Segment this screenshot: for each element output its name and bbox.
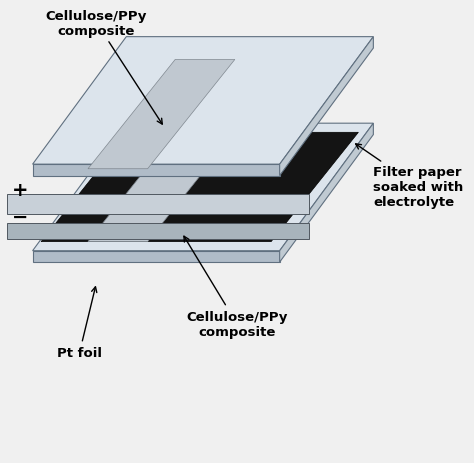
Text: Pt foil: Pt foil (57, 287, 102, 360)
Text: −: − (12, 207, 28, 226)
Polygon shape (88, 133, 235, 242)
Polygon shape (88, 60, 235, 169)
Polygon shape (41, 133, 358, 242)
Text: +: + (11, 180, 28, 199)
Text: Cellulose/PPy
composite: Cellulose/PPy composite (46, 10, 162, 125)
Polygon shape (33, 251, 280, 263)
Polygon shape (7, 194, 310, 215)
Polygon shape (33, 165, 280, 176)
Polygon shape (280, 124, 374, 263)
Polygon shape (33, 124, 374, 251)
Text: Cellulose/PPy
composite: Cellulose/PPy composite (184, 237, 288, 338)
Polygon shape (7, 224, 310, 240)
Polygon shape (33, 38, 374, 165)
Polygon shape (41, 60, 358, 169)
Text: Filter paper
soaked with
electrolyte: Filter paper soaked with electrolyte (356, 144, 464, 209)
Polygon shape (280, 38, 374, 176)
